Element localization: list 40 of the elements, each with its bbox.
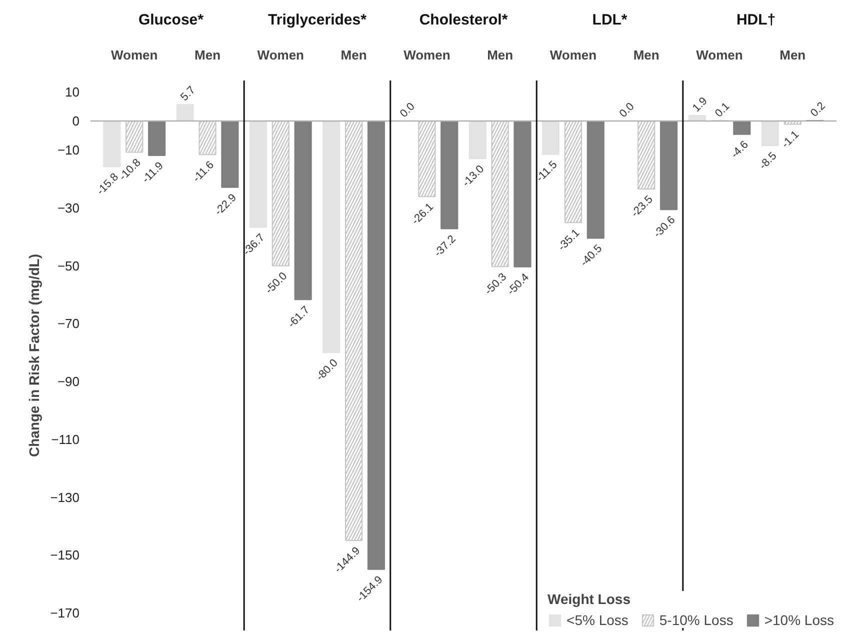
legend-label: >10% Loss bbox=[764, 612, 834, 628]
data-label: 1.9 bbox=[690, 95, 710, 114]
legend-label: <5% Loss bbox=[566, 612, 628, 628]
y-tick-label: −130 bbox=[50, 490, 80, 505]
y-tick-label: −150 bbox=[50, 548, 80, 563]
text: HDL† bbox=[736, 11, 776, 28]
data-label: -8.5 bbox=[757, 150, 780, 172]
data-label: 0.0 bbox=[617, 100, 637, 120]
x-tick-label: Men bbox=[633, 48, 660, 62]
y-tick-label: −50 bbox=[57, 258, 80, 274]
x-tick-label: Men bbox=[194, 48, 221, 62]
text: Glucose* bbox=[138, 11, 204, 28]
data-label: 0.2 bbox=[808, 100, 828, 120]
data-label: -4.6 bbox=[728, 138, 751, 161]
text: Cholesterol* bbox=[419, 11, 508, 28]
x-tick-label: Women bbox=[257, 48, 304, 62]
data-label: 5.7 bbox=[178, 84, 198, 104]
text: Triglycerides* bbox=[268, 11, 367, 28]
y-tick-label: 10 bbox=[65, 84, 80, 100]
x-tick-label: Men bbox=[487, 48, 514, 62]
x-tick-label: Women bbox=[696, 48, 743, 62]
data-label: -1.1 bbox=[780, 128, 802, 151]
y-tick-label: −110 bbox=[51, 432, 80, 447]
y-tick-label: −90 bbox=[57, 374, 80, 390]
y-tick-label: 0 bbox=[72, 114, 80, 129]
x-tick-label: Women bbox=[404, 48, 450, 62]
y-tick-label: −170 bbox=[50, 606, 80, 621]
x-tick-label: Women bbox=[550, 48, 597, 62]
y-tick-label: −70 bbox=[57, 316, 80, 332]
y-axis-title: Change in Risk Factor (mg/dL) bbox=[26, 254, 42, 458]
text: LDL* bbox=[592, 11, 628, 28]
y-tick-label: −10 bbox=[57, 142, 80, 158]
data-label: 0.0 bbox=[398, 100, 418, 120]
x-tick-label: Men bbox=[340, 48, 367, 62]
x-tick-label: Women bbox=[111, 48, 158, 62]
x-tick-label: Men bbox=[780, 48, 806, 62]
legend-label: 5-10% Loss bbox=[659, 612, 734, 628]
data-label: 0.1 bbox=[712, 100, 732, 120]
y-tick-label: −30 bbox=[57, 200, 80, 216]
legend-title: Weight Loss bbox=[548, 591, 632, 607]
